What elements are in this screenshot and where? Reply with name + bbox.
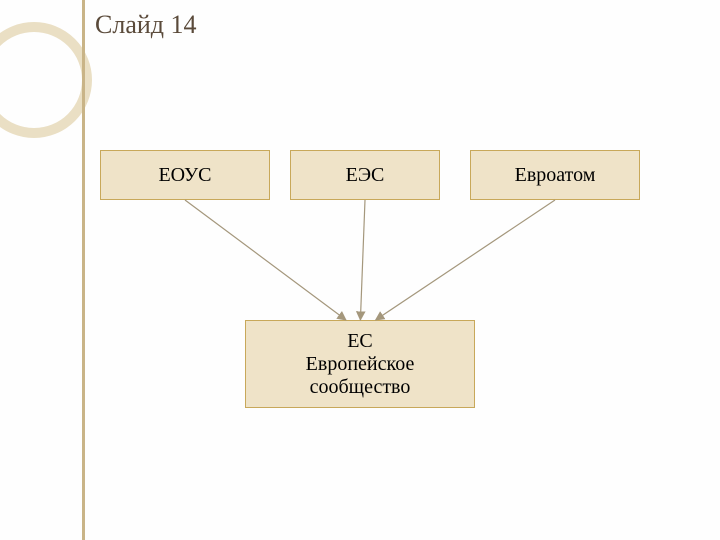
node-ec: ЕС Европейское сообщество [245,320,475,408]
decorative-circle [0,22,92,138]
node-label: ЕЭС [346,164,385,187]
slide: Слайд 14 ЕОУС ЕЭС Евроатом ЕС Европейско… [0,0,720,540]
arrows-layer [0,0,720,540]
slide-title: Слайд 14 [95,10,197,40]
node-eous: ЕОУС [100,150,270,200]
node-ees: ЕЭС [290,150,440,200]
side-divider [82,0,85,540]
node-label: Евроатом [515,164,596,187]
node-label: ЕС Европейское сообщество [306,330,415,399]
node-label: ЕОУС [158,164,211,187]
node-euratom: Евроатом [470,150,640,200]
